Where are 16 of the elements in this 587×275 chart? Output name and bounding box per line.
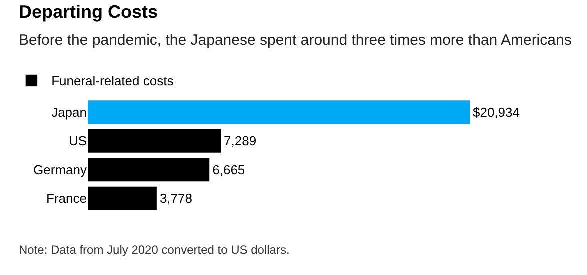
bar [88, 158, 210, 182]
chart-title: Departing Costs [19, 2, 158, 22]
y-tick-label: France [46, 191, 87, 206]
text: Note: Data from July 2020 converted to US dollars. [19, 243, 290, 257]
data-label: 6,665 [212, 162, 246, 178]
legend-label: Funeral-related costs [52, 74, 174, 89]
data-label: 7,289 [224, 134, 257, 149]
data-label: $20,934 [473, 104, 520, 120]
y-tick-label: Germany [34, 162, 88, 178]
bar [88, 186, 157, 210]
y-tick-label: US [68, 134, 88, 149]
bar [88, 100, 470, 124]
chart-subtitle: Before the pandemic, the Japanese spent around three times more than Americans [19, 32, 572, 49]
data-label: 3,778 [160, 191, 192, 206]
y-tick-label: Japan [52, 104, 87, 120]
bar [88, 129, 222, 153]
